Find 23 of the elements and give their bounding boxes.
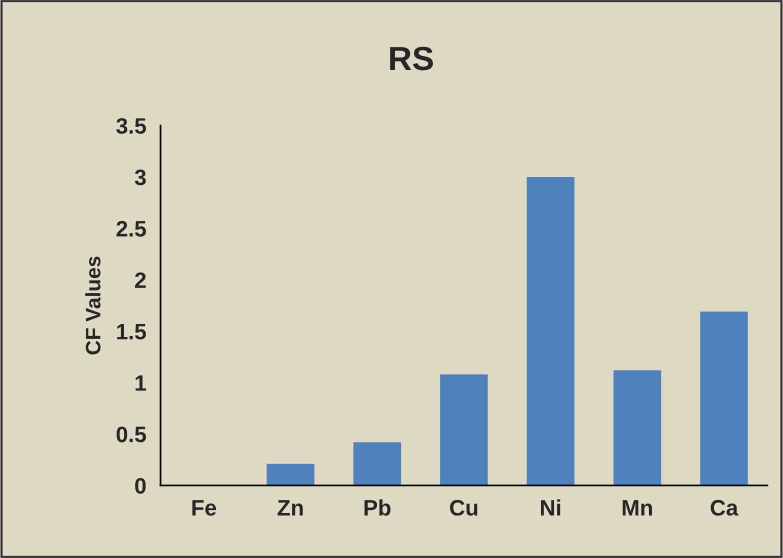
x-tick-label: Ca — [710, 500, 738, 516]
y-tick-label: 1 — [136, 375, 146, 391]
x-tick-label: Fe — [192, 500, 216, 516]
x-tick-label: Ni — [540, 499, 560, 516]
y-tick-label: 2.5 — [116, 220, 146, 237]
y-tick-label: 1.5 — [117, 324, 146, 340]
chart-title: RS — [390, 46, 433, 70]
x-tick-label: Zn — [278, 500, 303, 516]
bar — [613, 370, 662, 486]
y-axis-title: CF Values — [85, 256, 101, 354]
x-tick-label: Pb — [364, 499, 391, 516]
y-tick-label: 2 — [135, 272, 146, 288]
bar — [526, 176, 574, 486]
bar — [353, 442, 402, 486]
y-tick-label: 3 — [134, 170, 146, 186]
y-tick-label: 0.5 — [116, 426, 146, 442]
bar — [266, 464, 314, 486]
x-tick-label: Cu — [450, 500, 478, 516]
bar — [700, 312, 748, 486]
y-tick-label: 3.5 — [116, 118, 146, 134]
y-tick-label: 0 — [135, 478, 146, 494]
bar — [440, 374, 488, 486]
x-tick-label: Mn — [622, 500, 652, 516]
